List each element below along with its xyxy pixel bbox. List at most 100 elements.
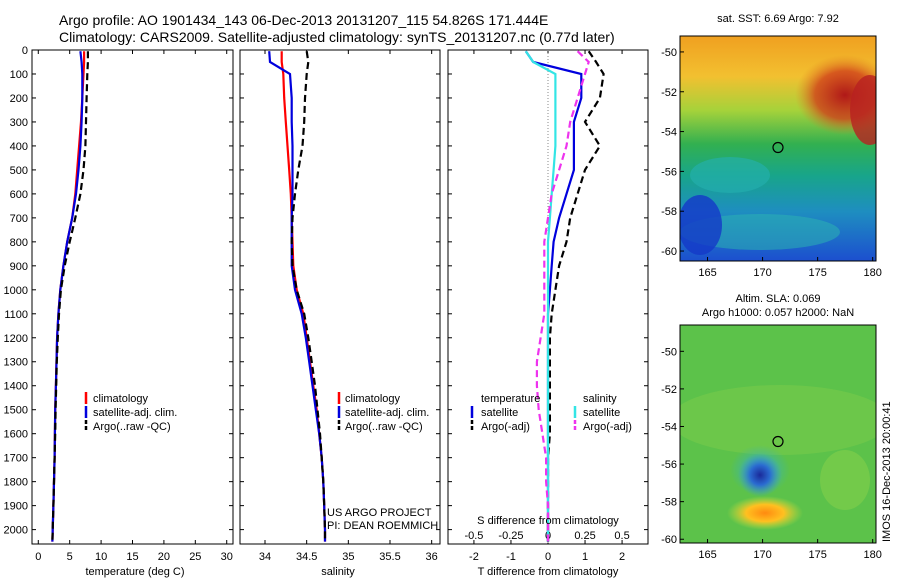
figure-title-line2: Climatology: CARS2009. Satellite-adjuste… — [59, 29, 615, 45]
sla-light-band — [680, 385, 876, 455]
x-tick-label: 34.5 — [296, 551, 317, 563]
salinity-panel: 34 34.5 35 35.5 36 — [239, 49, 441, 563]
sst-map-ticks: 165 170 175 180 -50 -52 -54 -56 -58 -60 — [661, 47, 882, 279]
y-tick-label: 1300 — [4, 357, 28, 369]
y-tick-label: 1100 — [4, 309, 28, 321]
map-y-tick-label: -52 — [661, 87, 677, 99]
sla-map-frame — [679, 324, 877, 544]
top-x-tick-label: 0.25 — [574, 530, 595, 542]
y-tick-label: 2000 — [4, 525, 28, 537]
salinity-xlabel: salinity — [321, 566, 355, 578]
imos-timestamp: IMOS 16-Dec-2013 20:00:41 — [881, 401, 893, 542]
map-y-tick-label: -58 — [661, 497, 677, 509]
series-line-satellite-adj-clim — [51, 51, 84, 542]
y-tick-label: 300 — [10, 117, 28, 129]
series-line-argo-raw-qc — [51, 51, 90, 542]
map-y-tick-label: -56 — [661, 459, 677, 471]
map-x-tick-label: 165 — [698, 549, 716, 561]
sla-light-patch — [820, 450, 870, 510]
y-tick-label: 1000 — [4, 285, 28, 297]
x-tick-label: 0 — [545, 551, 551, 563]
y-tick-label: 1200 — [4, 333, 28, 345]
sla-map-title-2: Argo h1000: 0.057 h2000: NaN — [702, 307, 854, 319]
temperature-legend: climatology satellite-adj. clim. Argo(..… — [84, 392, 177, 433]
sst-map-title: sat. SST: 6.69 Argo: 7.92 — [717, 13, 839, 25]
x-tick-label: 34 — [259, 551, 271, 563]
credit-project: US ARGO PROJECT — [327, 507, 432, 519]
legend-label-s-satellite: satellite — [583, 407, 620, 419]
sla-map: 165 170 175 180 -50 -52 -54 -56 -58 -60 Altim. SL… — [661, 293, 893, 561]
legend-label-satellite: satellite-adj. clim. — [93, 407, 177, 419]
x-tick-label: 36 — [426, 551, 438, 563]
panel-frame — [31, 49, 234, 545]
legend-heading-temperature: temperature — [481, 393, 540, 405]
map-y-tick-label: -52 — [661, 384, 677, 396]
legend-label-climatology: climatology — [93, 393, 149, 405]
y-tick-label: 1700 — [4, 453, 28, 465]
series-line-salinity-satellite — [524, 50, 557, 542]
map-y-tick-label: -50 — [661, 47, 677, 59]
y-tick-label: 1900 — [4, 501, 28, 513]
map-y-tick-label: -54 — [661, 421, 677, 433]
map-y-tick-label: -54 — [661, 127, 677, 139]
difference-legend: temperature salinity satellite Argo(-adj… — [470, 393, 632, 527]
legend-label-s-argo: Argo(-adj) — [583, 421, 632, 433]
y-tick-label: 500 — [10, 165, 28, 177]
y-tick-label: 0 — [22, 45, 28, 57]
legend-label-satellite: satellite-adj. clim. — [345, 407, 429, 419]
map-x-tick-label: 180 — [864, 267, 882, 279]
series-line-satellite-adj-clim — [268, 51, 327, 542]
map-x-tick-label: 170 — [753, 267, 771, 279]
difference-xlabel: T difference from climatology — [478, 566, 619, 578]
credit-pi: PI: DEAN ROEMMICH — [327, 520, 438, 532]
x-tick-label: 0 — [35, 551, 41, 563]
legend-label-t-satellite: satellite — [481, 407, 518, 419]
sst-map-frame — [679, 35, 877, 262]
x-tick-label: 35.5 — [379, 551, 400, 563]
x-tick-label: 20 — [158, 551, 170, 563]
salinity-legend: climatology satellite-adj. clim. Argo(..… — [327, 392, 438, 532]
y-tick-label: 800 — [10, 237, 28, 249]
top-x-tick-label: -0.25 — [498, 530, 523, 542]
map-y-tick-label: -58 — [661, 206, 677, 218]
figure-title-line1: Argo profile: AO 1901434_143 06-Dec-2013… — [59, 12, 549, 28]
sst-map: 165 170 175 180 -50 -52 -54 -56 -58 -60 sat. SST:… — [661, 13, 882, 279]
difference-top-axis-label: S difference from climatology — [477, 515, 619, 527]
map-y-tick-label: -50 — [661, 346, 677, 358]
x-tick-label: 25 — [189, 551, 201, 563]
sla-map-title-1: Altim. SLA: 0.069 — [736, 293, 821, 305]
sla-high-anomaly — [727, 496, 803, 530]
x-tick-label: 10 — [95, 551, 107, 563]
y-tick-label: 1500 — [4, 405, 28, 417]
legend-heading-salinity: salinity — [583, 393, 617, 405]
panel-frame — [239, 49, 441, 545]
temperature-xlabel: temperature (deg C) — [85, 566, 184, 578]
x-tick-label: 5 — [67, 551, 73, 563]
y-tick-label: 900 — [10, 261, 28, 273]
sst-cold-patch — [680, 195, 722, 255]
y-tick-label: 1600 — [4, 429, 28, 441]
series-line-temperature-argo-adj — [546, 50, 605, 542]
series-line-climatology — [280, 51, 327, 542]
sst-warm-patch — [795, 55, 876, 135]
y-tick-label: 200 — [10, 93, 28, 105]
y-tick-label: 1800 — [4, 477, 28, 489]
x-tick-label: 35 — [342, 551, 354, 563]
x-tick-label: 15 — [126, 551, 138, 563]
x-tick-label: 30 — [221, 551, 233, 563]
series-line-argo-raw-qc — [290, 51, 327, 542]
map-y-tick-label: -56 — [661, 166, 677, 178]
y-tick-label: 100 — [10, 69, 28, 81]
sla-low-anomaly — [738, 453, 782, 497]
map-x-tick-label: 175 — [808, 549, 826, 561]
y-tick-label: 1400 — [4, 381, 28, 393]
series-line-climatology — [51, 51, 86, 542]
map-x-tick-label: 165 — [698, 267, 716, 279]
map-y-tick-label: -60 — [661, 534, 677, 546]
legend-label-t-argo: Argo(-adj) — [481, 421, 530, 433]
argo-position-marker — [772, 141, 784, 154]
map-x-tick-label: 180 — [864, 549, 882, 561]
map-x-tick-label: 175 — [808, 267, 826, 279]
y-tick-label: 700 — [10, 213, 28, 225]
